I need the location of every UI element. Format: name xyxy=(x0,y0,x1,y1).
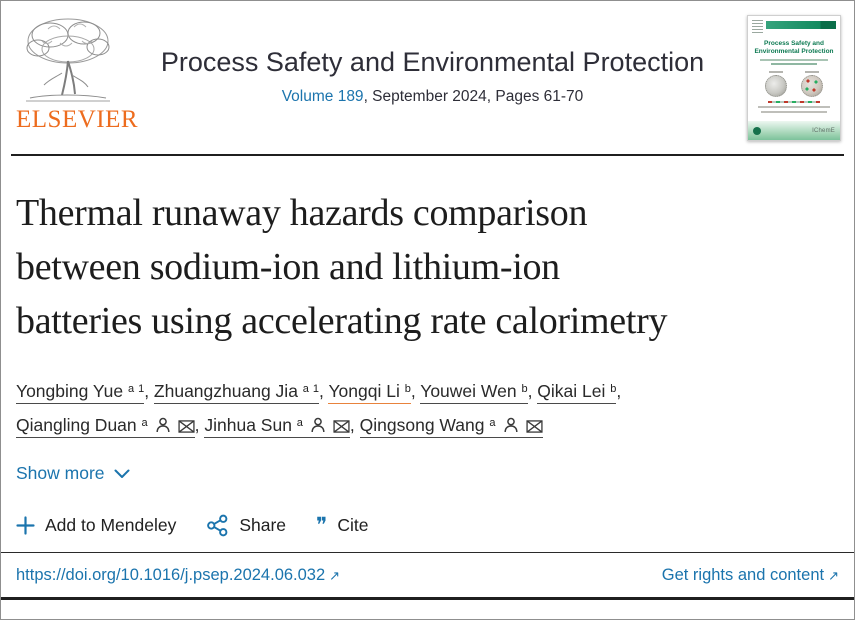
cover-graphical-abstract xyxy=(752,70,836,97)
cover-figure-right xyxy=(800,70,823,97)
author-name-text: Yongbing Yue xyxy=(16,381,128,401)
cover-figure-caption-bar xyxy=(767,100,821,103)
rights-and-content-link[interactable]: Get rights and content ↗ xyxy=(661,566,839,584)
cite-button[interactable]: ❞ Cite xyxy=(316,515,368,536)
header-divider xyxy=(11,154,844,156)
action-toolbar: Add to Mendeley Share ❞ Cite xyxy=(16,514,854,537)
author-profile-icon[interactable] xyxy=(503,417,519,433)
share-button[interactable]: Share xyxy=(206,514,286,537)
author-name-text: Jinhua Sun xyxy=(204,415,297,435)
author-name-text: Yongqi Li xyxy=(328,381,405,401)
article-title-line: between sodium-ion and lithium-ion xyxy=(16,246,560,288)
author-list: Yongbing Yue a 1, Zhuangzhuang Jia a 1, Yo… xyxy=(16,374,731,442)
author-name[interactable]: Qikai Lei b xyxy=(537,381,617,404)
doi-row: https://doi.org/10.1016/j.psep.2024.06.0… xyxy=(16,553,839,597)
external-link-icon: ↗ xyxy=(329,569,341,584)
cover-text-bar xyxy=(761,110,827,113)
issue-info: , September 2024, Pages 61-70 xyxy=(363,88,584,106)
author-email-icon[interactable] xyxy=(178,420,195,433)
elsevier-tree-icon xyxy=(26,18,110,102)
cover-footer-band: IChemE xyxy=(748,121,840,140)
cover-journal-title: Process Safety and Environmental Protect… xyxy=(754,40,834,56)
author-affiliation-superscript: a xyxy=(296,417,303,429)
author-affiliation-superscript: a xyxy=(489,417,496,429)
article-title-line: Thermal runaway hazards comparison xyxy=(16,192,588,234)
cover-text-bar xyxy=(760,58,828,61)
cover-text-bar xyxy=(757,105,831,108)
article-title-line: batteries using accelerating rate calori… xyxy=(16,300,668,342)
particle-figure-icon xyxy=(765,74,788,97)
particle-figure-icon xyxy=(800,74,823,97)
journal-banner: ELSEVIER Process Safety and Environmenta… xyxy=(1,1,854,141)
doi-link[interactable]: https://doi.org/10.1016/j.psep.2024.06.0… xyxy=(16,566,341,584)
author-profile-icon[interactable] xyxy=(155,417,171,433)
journal-banner-center: Process Safety and Environmental Protect… xyxy=(118,15,747,106)
plus-icon xyxy=(16,516,35,535)
cover-society-logo-icon xyxy=(753,126,761,135)
author-affiliation-superscript: b xyxy=(610,383,617,395)
volume-line: Volume 189, September 2024, Pages 61-70 xyxy=(118,88,747,106)
author-affiliation-superscript: b xyxy=(404,383,411,395)
author-name-text: Youwei Wen xyxy=(420,381,522,401)
share-icon xyxy=(207,514,228,537)
add-to-mendeley-button[interactable]: Add to Mendeley xyxy=(16,515,176,536)
cover-mini-logo xyxy=(752,20,763,33)
article-title: Thermal runaway hazards comparison betwee… xyxy=(16,186,838,348)
quote-icon: ❞ xyxy=(316,513,328,537)
journal-title-link[interactable]: Process Safety and Environmental Protect… xyxy=(160,47,705,77)
mendeley-label: Add to Mendeley xyxy=(45,515,177,535)
author-name[interactable]: Qiangling Duan a xyxy=(16,415,195,438)
author-name[interactable]: Jinhua Sun a xyxy=(204,415,350,438)
author-name[interactable]: Qingsong Wang a xyxy=(359,415,543,438)
author-name-text: Qingsong Wang xyxy=(359,415,490,435)
chevron-down-icon xyxy=(114,469,130,478)
author-name-text: Qikai Lei xyxy=(537,381,611,401)
cover-green-banner xyxy=(766,21,836,29)
cover-figure-left xyxy=(765,70,788,97)
show-more-button[interactable]: Show more xyxy=(16,463,130,484)
elsevier-logo[interactable]: ELSEVIER xyxy=(16,15,139,133)
elsevier-wordmark: ELSEVIER xyxy=(16,106,139,133)
volume-link[interactable]: Volume 189 xyxy=(281,88,364,106)
author-profile-icon[interactable] xyxy=(310,417,326,433)
journal-cover-thumbnail[interactable]: Process Safety and Environmental Protect… xyxy=(747,15,841,141)
share-label: Share xyxy=(239,515,287,535)
author-name-text: Zhuangzhuang Jia xyxy=(153,381,303,401)
content-bottom-divider xyxy=(1,597,854,600)
cover-top-strip xyxy=(752,20,836,33)
author-affiliation-superscript: b xyxy=(521,383,528,395)
external-link-icon: ↗ xyxy=(828,569,839,584)
author-affiliation-superscript: a xyxy=(141,417,148,429)
author-email-icon[interactable] xyxy=(525,420,543,433)
show-more-label: Show more xyxy=(16,463,105,483)
cite-label: Cite xyxy=(337,515,369,535)
cover-text-bar xyxy=(770,62,818,65)
author-name[interactable]: Yongqi Li b xyxy=(328,381,411,404)
cover-publisher-label: IChemE xyxy=(812,127,835,134)
author-name-text: Qiangling Duan xyxy=(16,415,142,435)
author-name[interactable]: Youwei Wen b xyxy=(420,381,528,404)
author-email-icon[interactable] xyxy=(333,420,350,433)
doi-top-divider xyxy=(1,552,854,553)
